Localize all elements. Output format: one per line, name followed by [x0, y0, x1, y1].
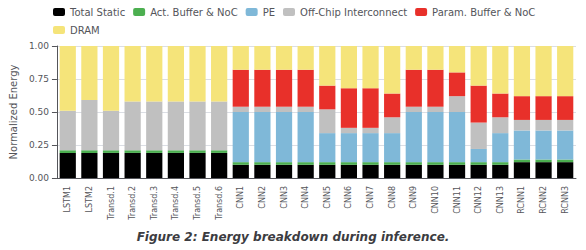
svg-text:CNN10: CNN10 [431, 186, 440, 214]
svg-text:0.50: 0.50 [29, 107, 49, 117]
svg-text:Transd.1: Transd.1 [107, 186, 116, 221]
svg-text:CNN1: CNN1 [236, 186, 245, 209]
svg-text:0.25: 0.25 [29, 140, 49, 150]
svg-text:CNN13: CNN13 [496, 186, 505, 214]
svg-text:Transd.5: Transd.5 [193, 186, 202, 221]
svg-text:CNN6: CNN6 [344, 186, 353, 209]
svg-text:1.00: 1.00 [29, 41, 49, 51]
svg-text:0.75: 0.75 [29, 74, 49, 84]
svg-text:Transd.4: Transd.4 [171, 186, 180, 221]
svg-text:CNN3: CNN3 [280, 186, 289, 209]
svg-text:CNN9: CNN9 [409, 186, 418, 209]
svg-text:0.00: 0.00 [29, 173, 49, 183]
svg-text:Transd.3: Transd.3 [150, 186, 159, 221]
svg-text:Figure 2: Energy breakdown dur: Figure 2: Energy breakdown during infere… [137, 230, 450, 244]
svg-text:LSTM1: LSTM1 [63, 186, 72, 212]
svg-text:CNN8: CNN8 [388, 186, 397, 209]
svg-text:CNN4: CNN4 [301, 186, 310, 209]
svg-text:Act. Buffer & NoC: Act. Buffer & NoC [150, 7, 238, 18]
svg-text:RCNN1: RCNN1 [517, 186, 526, 214]
svg-text:Transd.2: Transd.2 [128, 186, 137, 221]
svg-text:DRAM: DRAM [70, 25, 100, 36]
svg-text:CNN2: CNN2 [258, 186, 267, 209]
svg-text:Param. Buffer & NoC: Param. Buffer & NoC [432, 7, 535, 18]
svg-text:CNN12: CNN12 [474, 186, 483, 214]
svg-text:Total Static: Total Static [69, 7, 125, 18]
svg-text:CNN7: CNN7 [366, 186, 375, 209]
svg-text:Off-Chip Interconnect: Off-Chip Interconnect [300, 7, 407, 18]
svg-text:Normalized Energy: Normalized Energy [8, 64, 19, 159]
svg-text:PE: PE [263, 7, 275, 18]
svg-text:RCNN3: RCNN3 [561, 186, 570, 214]
svg-text:CNN11: CNN11 [453, 186, 462, 214]
svg-text:RCNN2: RCNN2 [539, 186, 548, 214]
svg-text:CNN5: CNN5 [323, 186, 332, 209]
svg-text:LSTM2: LSTM2 [85, 186, 94, 212]
svg-text:Transd.6: Transd.6 [215, 186, 224, 221]
